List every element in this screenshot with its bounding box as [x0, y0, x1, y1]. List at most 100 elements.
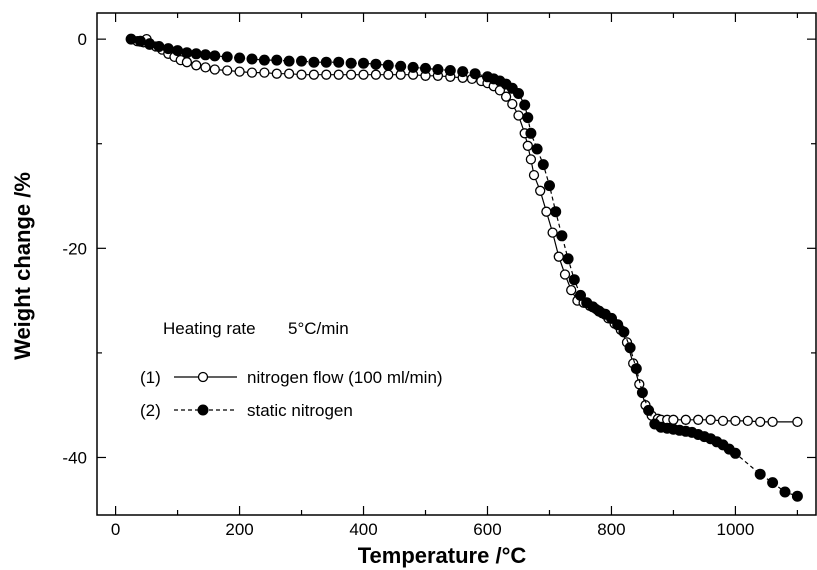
legend-marker-open-circle — [197, 371, 209, 383]
data-point-filled — [382, 59, 394, 71]
x-tick-label: 800 — [597, 520, 625, 539]
data-point-open — [296, 69, 307, 80]
data-point-filled — [271, 54, 283, 66]
x-tick-label: 1000 — [717, 520, 755, 539]
data-point-open — [345, 69, 357, 80]
axis-ticks — [97, 13, 816, 515]
data-point-filled — [575, 289, 586, 301]
data-point-open — [547, 227, 558, 238]
legend-label-2: static nitrogen — [247, 401, 353, 420]
series-line — [130, 38, 798, 423]
heating-rate-value: 5°C/min — [288, 319, 349, 338]
plot-frame — [96, 12, 817, 516]
data-point-filled — [333, 56, 345, 68]
legend-number-2: (2) — [140, 401, 161, 420]
data-point-open — [767, 416, 778, 428]
legend: Heating rate 5°C/min (1) nitrogen flow (… — [140, 319, 443, 420]
data-point-filled — [630, 363, 642, 375]
data-point-filled — [457, 66, 469, 78]
data-point-filled — [221, 51, 233, 63]
data-point-open — [792, 416, 803, 428]
data-point-open — [553, 251, 564, 262]
data-point-filled — [296, 55, 307, 67]
data-point-open — [742, 415, 753, 427]
legend-label-1: nitrogen flow (100 ml/min) — [247, 368, 443, 387]
x-tick-label: 0 — [111, 520, 120, 539]
data-point-open — [500, 91, 512, 102]
data-point-open — [283, 68, 295, 79]
data-point-filled — [395, 60, 407, 72]
data-point-open — [566, 284, 577, 296]
data-point-open — [321, 69, 332, 80]
x-tick-label: 600 — [473, 520, 501, 539]
data-point-filled — [643, 404, 655, 416]
data-point-filled — [407, 61, 419, 73]
data-point-filled — [370, 58, 382, 70]
x-tick-label: 400 — [349, 520, 377, 539]
data-point-open — [234, 66, 245, 77]
data-point-open — [358, 69, 369, 80]
data-point-filled — [200, 49, 211, 61]
data-point-filled — [636, 387, 648, 399]
axis-tick-labels: 0 200 400 600 800 1000 0 -20 -40 — [62, 30, 754, 539]
y-tick-label: -40 — [62, 448, 87, 467]
data-point-open — [525, 154, 537, 165]
data-point-filled — [172, 45, 184, 57]
data-point-filled — [234, 52, 246, 64]
data-point-open — [705, 414, 716, 425]
data-point-filled — [791, 490, 803, 502]
data-point-filled — [513, 88, 524, 99]
data-point-open — [308, 69, 320, 80]
data-point-open — [200, 62, 211, 73]
data-point-filled — [432, 64, 444, 75]
data-point-open — [259, 67, 270, 78]
data-point-open — [507, 98, 518, 110]
series-1 — [125, 33, 803, 428]
data-point-open — [668, 414, 679, 425]
data-point-filled — [537, 159, 549, 171]
y-tick-label: 0 — [78, 30, 87, 49]
data-point-filled — [525, 127, 537, 139]
data-point-open — [370, 69, 382, 80]
y-axis-title: Weight change /% — [10, 172, 35, 360]
legend-marker-filled-circle — [197, 404, 209, 416]
data-point-open — [717, 415, 729, 427]
series-line — [130, 38, 798, 497]
data-point-open — [755, 416, 766, 428]
data-point-filled — [444, 65, 456, 76]
data-point-open — [522, 140, 533, 151]
data-point-filled — [320, 56, 332, 68]
data-point-filled — [522, 112, 534, 124]
data-point-open — [271, 68, 282, 79]
data-point-open — [730, 415, 741, 427]
data-point-filled — [162, 43, 174, 55]
series-2 — [125, 33, 803, 502]
data-point-open — [333, 69, 344, 80]
data-point-filled — [246, 53, 258, 65]
data-point-open — [209, 64, 220, 75]
data-point-filled — [754, 468, 766, 480]
data-point-filled — [209, 50, 221, 62]
data-point-filled — [568, 274, 580, 286]
data-point-filled — [181, 47, 193, 59]
data-point-open — [181, 57, 193, 68]
x-axis-title: Temperature /°C — [358, 543, 527, 568]
data-point-open — [528, 169, 540, 181]
data-point-filled — [779, 486, 791, 498]
data-point-filled — [190, 48, 202, 60]
data-point-filled — [767, 477, 779, 489]
data-point-filled — [134, 35, 146, 47]
data-point-filled — [469, 68, 481, 80]
data-point-filled — [618, 326, 630, 338]
legend-number-1: (1) — [140, 368, 161, 387]
data-point-open — [559, 269, 571, 280]
data-point-open — [222, 65, 233, 76]
data-point-open — [383, 69, 394, 80]
data-point-filled — [562, 253, 574, 265]
data-point-filled — [345, 57, 357, 69]
data-point-filled — [258, 54, 270, 66]
data-point-open — [541, 206, 552, 217]
data-point-filled — [153, 41, 165, 52]
data-point-filled — [544, 180, 555, 192]
